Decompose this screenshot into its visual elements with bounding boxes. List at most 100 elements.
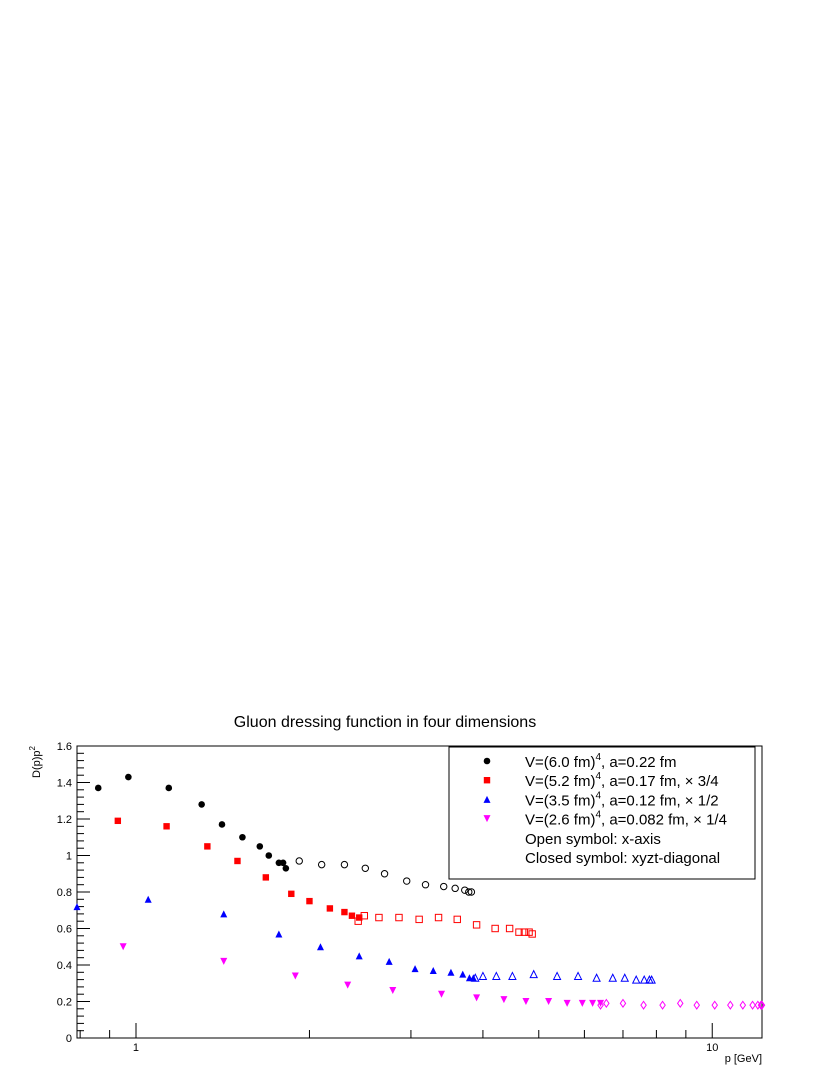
closed-point — [597, 999, 605, 1007]
closed-point — [578, 999, 586, 1007]
closed-point — [459, 970, 467, 978]
legend-marker — [483, 757, 491, 765]
open-point — [515, 928, 523, 936]
legend-entry-1: V=(6.0 fm)4, a=0.22 fm — [525, 752, 676, 771]
open-point — [380, 870, 389, 878]
open-point — [520, 928, 529, 936]
open-point — [470, 973, 480, 982]
y-tick-label: 1 — [66, 851, 72, 863]
series-1 — [94, 773, 476, 896]
open-point — [453, 915, 461, 924]
open-point — [620, 973, 630, 982]
legend-entry-volume: V=(2.6 fm) — [525, 812, 595, 829]
open-point — [592, 973, 601, 982]
legend-entry-spacing: , a=0.22 fm — [601, 754, 676, 771]
open-point — [360, 912, 368, 920]
closed-point — [522, 998, 530, 1005]
open-point — [608, 973, 618, 982]
legend-marker — [483, 795, 491, 803]
closed-point — [125, 773, 132, 781]
closed-point — [94, 784, 102, 792]
open-point — [739, 1000, 747, 1010]
y-axis-label: D(p)p2 — [28, 745, 43, 778]
closed-point — [348, 912, 356, 919]
x-axis-label: p [GeV] — [725, 1053, 762, 1065]
closed-point — [344, 981, 352, 989]
open-point — [461, 886, 469, 894]
open-point — [640, 1000, 647, 1010]
open-point — [395, 913, 403, 922]
legend-entry-spacing: , a=0.12 fm, × 1/2 — [601, 792, 719, 809]
open-point — [647, 974, 656, 984]
open-point — [619, 998, 627, 1008]
closed-point — [198, 801, 205, 808]
legend-entry-exponent: 4 — [595, 790, 601, 801]
x-tick-label: 10 — [706, 1042, 718, 1054]
closed-point — [545, 998, 553, 1005]
legend-entry-2: V=(5.2 fm)4, a=0.17 fm, × 3/4 — [525, 771, 719, 790]
closed-point — [234, 857, 241, 865]
y-axis-label-main: D(p)p — [31, 750, 43, 778]
closed-point — [114, 817, 122, 825]
closed-point — [144, 895, 152, 903]
closed-point — [279, 859, 287, 867]
legend-entry-volume: V=(5.2 fm) — [525, 773, 595, 790]
open-point — [421, 881, 430, 889]
y-tick-label: 0 — [66, 1033, 72, 1045]
closed-point — [589, 999, 597, 1007]
open-point — [451, 884, 459, 893]
closed-point — [500, 996, 508, 1004]
open-point — [361, 864, 370, 872]
closed-point — [204, 843, 211, 850]
closed-point — [218, 821, 226, 828]
closed-point — [389, 987, 397, 995]
closed-point — [262, 874, 270, 881]
open-point — [639, 974, 649, 984]
open-point — [317, 860, 326, 869]
y-tick-label: 1.2 — [57, 814, 72, 826]
closed-point — [411, 965, 419, 973]
legend-entry-volume: V=(3.5 fm) — [525, 792, 595, 809]
open-point — [508, 971, 517, 980]
data-points — [73, 773, 766, 1010]
open-point — [552, 971, 562, 980]
closed-point — [282, 864, 290, 872]
closed-point — [220, 957, 228, 965]
closed-point — [163, 823, 170, 830]
closed-point — [447, 968, 455, 976]
open-point — [472, 921, 481, 929]
closed-point — [429, 966, 437, 974]
open-point — [354, 917, 362, 925]
closed-point — [316, 943, 324, 951]
legend-entry-volume: V=(6.0 fm) — [525, 754, 595, 771]
y-tick-label: 0.2 — [57, 997, 72, 1009]
open-point — [415, 915, 423, 924]
legend: V=(6.0 fm)4, a=0.22 fmV=(5.2 fm)4, a=0.1… — [448, 746, 756, 880]
open-point — [727, 1000, 734, 1010]
open-point — [711, 1000, 718, 1010]
closed-point — [73, 903, 81, 911]
closed-point — [438, 990, 446, 998]
closed-point — [473, 994, 481, 1002]
series-2 — [114, 817, 536, 938]
closed-point — [165, 784, 173, 792]
open-point — [491, 924, 499, 933]
closed-point — [275, 930, 283, 938]
open-point — [597, 1000, 604, 1010]
closed-point — [385, 957, 393, 965]
open-point — [467, 888, 476, 896]
closed-point — [326, 905, 334, 912]
closed-point — [563, 999, 571, 1007]
open-point — [749, 1000, 756, 1010]
x-tick-label: 1 — [133, 1042, 139, 1054]
y-tick-label: 1.6 — [57, 741, 72, 753]
chart-title: Gluon dressing function in four dimensio… — [234, 714, 536, 731]
closed-point — [256, 843, 264, 850]
legend-marker — [483, 815, 491, 823]
open-point — [631, 974, 641, 984]
y-axis-label-sup: 2 — [28, 745, 37, 750]
series-3 — [73, 895, 656, 984]
y-tick-label: 0.4 — [57, 960, 72, 972]
closed-point — [265, 852, 273, 859]
